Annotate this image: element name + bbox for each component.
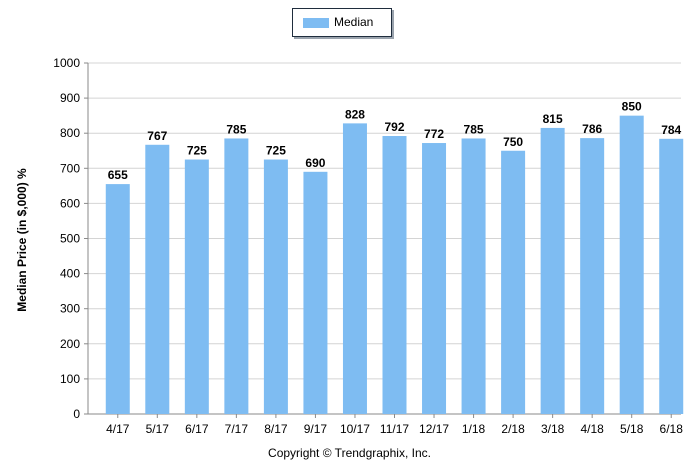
data-label: 785 <box>464 122 484 136</box>
legend: Median <box>292 8 392 37</box>
bar <box>105 184 130 414</box>
y-tick-label: 1000 <box>53 56 80 70</box>
legend-swatch-median <box>303 18 329 28</box>
copyright-text: Copyright © Trendgraphix, Inc. <box>268 446 431 460</box>
y-tick-label: 200 <box>60 337 80 351</box>
y-tick-label: 0 <box>73 407 80 421</box>
bar <box>303 171 328 414</box>
data-label: 655 <box>108 168 128 182</box>
x-tick-label: 12/17 <box>419 422 449 436</box>
x-tick-label: 9/17 <box>304 422 328 436</box>
x-tick-label: 4/17 <box>106 422 130 436</box>
data-label: 785 <box>226 122 246 136</box>
y-tick-label: 900 <box>60 91 80 105</box>
x-tick-label: 5/17 <box>146 422 170 436</box>
data-label: 784 <box>661 123 681 137</box>
y-tick-label: 400 <box>60 267 80 281</box>
x-tick-label: 10/17 <box>340 422 370 436</box>
data-label: 725 <box>266 144 286 158</box>
y-tick-label: 800 <box>60 126 80 140</box>
bar <box>224 138 249 414</box>
y-tick-label: 500 <box>60 232 80 246</box>
bar <box>145 144 170 414</box>
x-tick-label: 7/17 <box>225 422 249 436</box>
data-label: 815 <box>543 112 563 126</box>
bar <box>342 123 367 414</box>
x-tick-label: 8/17 <box>264 422 288 436</box>
bar <box>580 138 605 414</box>
x-tick-label: 2/18 <box>501 422 525 436</box>
bar <box>501 150 526 414</box>
bar <box>263 159 288 414</box>
y-tick-label: 600 <box>60 196 80 210</box>
data-label: 828 <box>345 107 365 121</box>
data-label: 786 <box>582 122 602 136</box>
y-tick-label: 100 <box>60 372 80 386</box>
x-tick-label: 6/18 <box>660 422 684 436</box>
x-tick-label: 6/17 <box>185 422 209 436</box>
x-tick-label: 3/18 <box>541 422 565 436</box>
bar <box>461 138 486 414</box>
bar <box>540 127 565 414</box>
legend-label-median: Median <box>334 15 374 29</box>
x-tick-label: 4/18 <box>580 422 604 436</box>
y-tick-label: 700 <box>60 161 80 175</box>
data-label: 690 <box>305 156 325 170</box>
x-tick-label: 1/18 <box>462 422 486 436</box>
bar <box>422 143 447 414</box>
y-tick-label: 300 <box>60 302 80 316</box>
bar <box>184 159 209 414</box>
data-label: 850 <box>622 100 642 114</box>
y-axis-label: Median Price (in $,000) % <box>15 168 29 312</box>
bar <box>382 136 407 414</box>
data-label: 750 <box>503 135 523 149</box>
x-tick-label: 11/17 <box>380 422 409 436</box>
data-label: 767 <box>147 129 167 143</box>
bar <box>619 115 644 415</box>
x-tick-label: 5/18 <box>620 422 644 436</box>
data-label: 772 <box>424 127 444 141</box>
bar <box>659 138 684 415</box>
data-label: 792 <box>384 120 404 134</box>
data-label: 725 <box>187 144 207 158</box>
